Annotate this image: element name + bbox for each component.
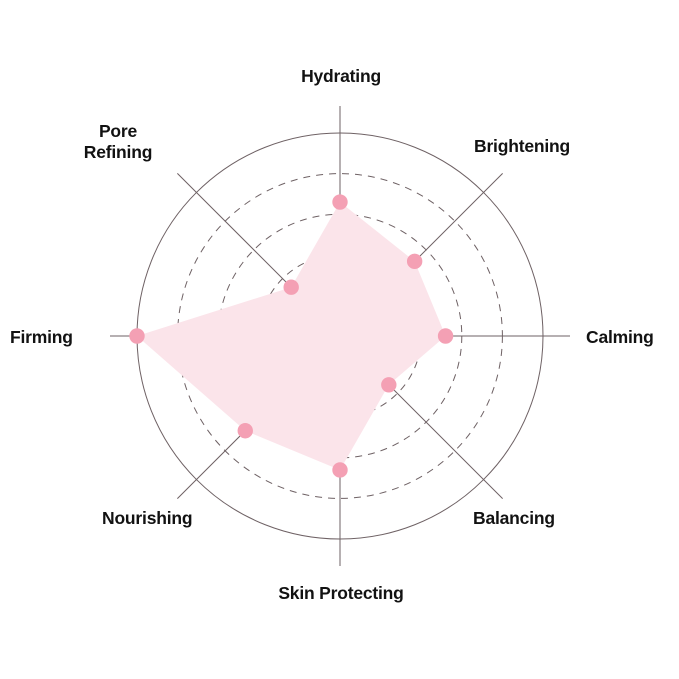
axis-label-nourishing: Nourishing	[102, 508, 193, 528]
axis-label-hydrating: Hydrating	[301, 66, 381, 86]
series-area-polygon	[137, 202, 446, 470]
axis-label-balancing: Balancing	[473, 508, 555, 528]
axis-label-brightening: Brightening	[474, 136, 570, 156]
series-data-points	[129, 194, 454, 478]
axis-label-pore-refining: Pore Refining	[83, 121, 153, 163]
axis-label-calming: Calming	[586, 327, 654, 347]
axis-label-skin-protecting: Skin Protecting	[278, 583, 404, 603]
axis-label-firming: Firming	[10, 327, 73, 347]
